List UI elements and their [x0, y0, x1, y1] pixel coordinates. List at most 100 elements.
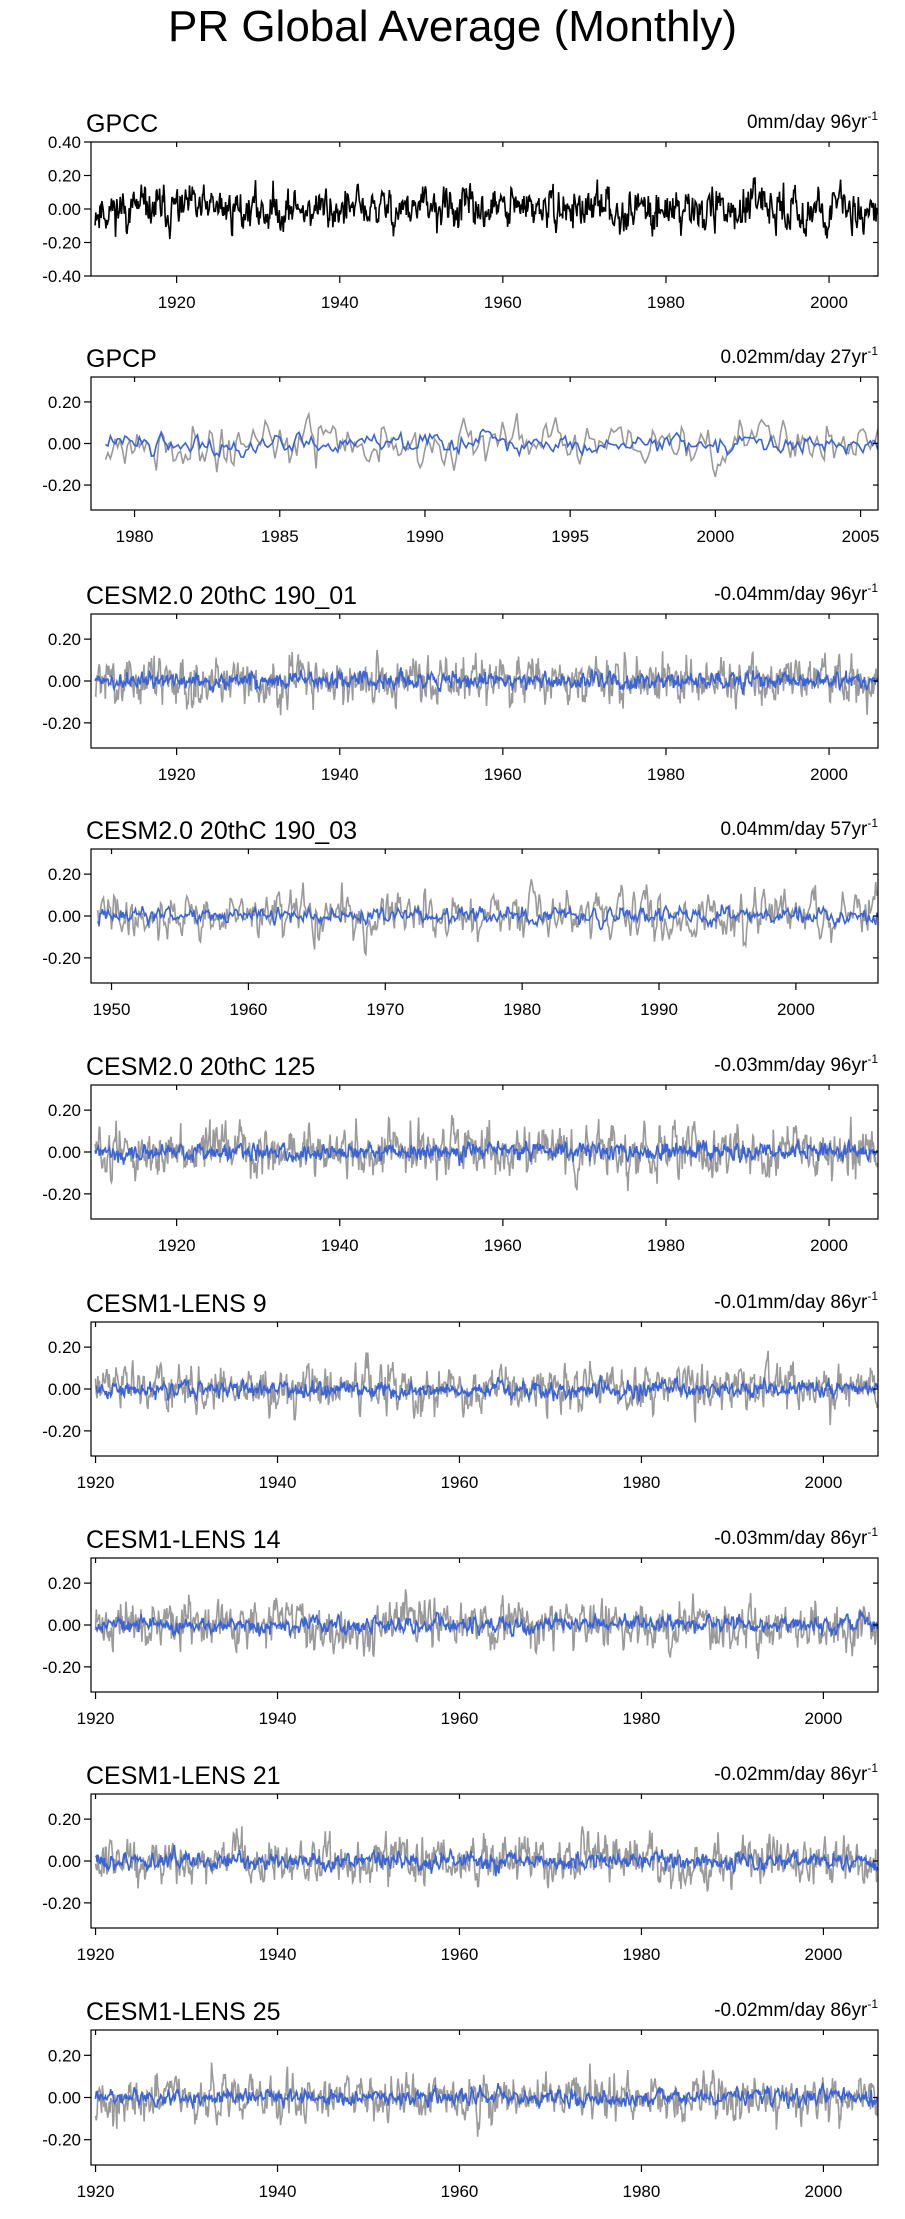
x-tick-label: 1985 [261, 527, 299, 546]
trend-label: 0.04mm/day 57yr-1 [721, 816, 879, 840]
x-tick-label: 1960 [484, 765, 522, 784]
x-tick-label: 1920 [158, 765, 196, 784]
panel-1: -0.20 0.00 0.20 1980 1985 1990 1995 2000 2005 GPC… [42, 344, 880, 546]
panel-title: CESM1-LENS 14 [86, 1526, 281, 1554]
x-tick-label: 1920 [77, 2182, 115, 2201]
series-line-obs [94, 177, 878, 240]
series-line-obs [94, 1350, 878, 1426]
panel-title: GPCC [86, 110, 158, 138]
x-tick-label: 1995 [551, 527, 589, 546]
y-tick-label: -0.20 [42, 1422, 81, 1441]
panel-8: -0.20 0.00 0.20 1920 1940 1960 1980 2000 CESM1-L… [42, 1997, 879, 2201]
x-tick-label: 1980 [647, 765, 685, 784]
panel-title: CESM2.0 20thC 190_01 [86, 582, 357, 610]
series-line-model [97, 903, 878, 931]
y-tick-label: -0.20 [42, 476, 81, 495]
x-tick-label: 1980 [623, 1709, 661, 1728]
y-tick-label: 0.00 [48, 1852, 81, 1871]
x-tick-label: 1960 [484, 1236, 522, 1255]
x-tick-label: 1960 [441, 1945, 479, 1964]
series-line-obs [94, 649, 878, 716]
panel-2: -0.20 0.00 0.20 1920 1940 1960 1980 2000 CESM2.0… [42, 581, 879, 784]
series-line-model [94, 1137, 878, 1167]
trend-label: -0.01mm/day 86yr-1 [714, 1289, 878, 1313]
x-tick-label: 1980 [116, 527, 154, 546]
y-tick-label: 0.20 [48, 1574, 81, 1593]
trend-label: 0.02mm/day 27yr-1 [721, 344, 879, 368]
panel-0: -0.40 -0.20 0.00 0.20 0.40 1920 1940 1960 1980 20… [42, 109, 879, 312]
y-tick-label: 0.20 [48, 393, 81, 412]
x-tick-label: 2000 [804, 1709, 842, 1728]
trend-label: -0.03mm/day 86yr-1 [714, 1525, 878, 1549]
y-tick-label: -0.20 [42, 1658, 81, 1677]
x-tick-label: 1980 [623, 1473, 661, 1492]
x-tick-label: 1960 [441, 1473, 479, 1492]
series-line-model [95, 1374, 878, 1403]
y-tick-label: -0.20 [42, 714, 81, 733]
panel-title: CESM2.0 20thC 190_03 [86, 817, 357, 845]
x-tick-label: 2000 [810, 293, 848, 312]
y-tick-label: -0.20 [42, 2131, 81, 2150]
x-tick-label: 1980 [503, 1000, 541, 1019]
x-tick-label: 1940 [259, 1709, 297, 1728]
x-tick-label: 2000 [777, 1000, 815, 1019]
y-tick-label: 0.00 [48, 2089, 81, 2108]
trend-label: -0.04mm/day 96yr-1 [714, 581, 878, 605]
x-tick-label: 2000 [804, 1473, 842, 1492]
series-line-model [105, 428, 878, 458]
x-tick-label: 1990 [406, 527, 444, 546]
y-tick-label: 0.20 [48, 865, 81, 884]
y-tick-label: 0.20 [48, 2046, 81, 2065]
y-tick-label: 0.20 [48, 630, 81, 649]
y-tick-label: 0.00 [48, 200, 81, 219]
panel-5: -0.20 0.00 0.20 1920 1940 1960 1980 2000 CESM1-L… [42, 1289, 879, 1492]
x-tick-label: 1940 [259, 1473, 297, 1492]
x-tick-label: 1920 [158, 1236, 196, 1255]
series-line-model [94, 667, 878, 695]
trend-label: -0.03mm/day 96yr-1 [714, 1052, 878, 1076]
y-tick-label: 0.20 [48, 167, 81, 186]
panel-7: -0.20 0.00 0.20 1920 1940 1960 1980 2000 CESM1-L… [42, 1761, 879, 1964]
panel-title: GPCP [86, 345, 157, 373]
x-tick-label: 1940 [259, 2182, 297, 2201]
x-tick-label: 1980 [623, 2182, 661, 2201]
x-tick-label: 2000 [696, 527, 734, 546]
panel-6: -0.20 0.00 0.20 1920 1940 1960 1980 2000 CESM1-L… [42, 1525, 879, 1728]
x-tick-label: 1920 [77, 1709, 115, 1728]
y-tick-label: -0.20 [42, 234, 81, 253]
page-title: PR Global Average (Monthly) [167, 2, 737, 51]
x-tick-label: 2005 [842, 527, 880, 546]
y-tick-label: 0.40 [48, 133, 81, 152]
panel-title: CESM1-LENS 21 [86, 1762, 281, 1790]
y-tick-label: 0.00 [48, 1380, 81, 1399]
x-tick-label: 1920 [77, 1473, 115, 1492]
x-tick-label: 2000 [804, 1945, 842, 1964]
x-tick-label: 1960 [441, 1709, 479, 1728]
x-tick-label: 1980 [647, 1236, 685, 1255]
x-tick-label: 1980 [647, 293, 685, 312]
trend-label: 0mm/day 96yr-1 [747, 109, 878, 133]
x-tick-label: 1970 [366, 1000, 404, 1019]
x-tick-label: 1950 [93, 1000, 131, 1019]
panel-title: CESM1-LENS 25 [86, 1998, 281, 2026]
trend-label: -0.02mm/day 86yr-1 [714, 1997, 878, 2021]
x-tick-label: 1960 [441, 2182, 479, 2201]
y-tick-label: 0.00 [48, 1143, 81, 1162]
x-tick-label: 1940 [321, 1236, 359, 1255]
x-tick-label: 2000 [810, 1236, 848, 1255]
y-tick-label: 0.00 [48, 435, 81, 454]
y-tick-label: 0.20 [48, 1810, 81, 1829]
x-tick-label: 1960 [229, 1000, 267, 1019]
x-tick-label: 1940 [321, 765, 359, 784]
y-tick-label: 0.00 [48, 907, 81, 926]
panel-4: -0.20 0.00 0.20 1920 1940 1960 1980 2000 CESM2.0… [42, 1052, 879, 1255]
x-tick-label: 2000 [804, 2182, 842, 2201]
x-tick-label: 1940 [259, 1945, 297, 1964]
series-line-obs [97, 879, 878, 957]
trend-label: -0.02mm/day 86yr-1 [714, 1761, 878, 1785]
panel-title: CESM1-LENS 9 [86, 1290, 267, 1318]
y-tick-label: 0.00 [48, 672, 81, 691]
x-tick-label: 1980 [623, 1945, 661, 1964]
y-tick-label: -0.20 [42, 1894, 81, 1913]
